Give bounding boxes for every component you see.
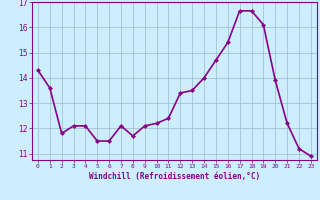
X-axis label: Windchill (Refroidissement éolien,°C): Windchill (Refroidissement éolien,°C) <box>89 172 260 181</box>
